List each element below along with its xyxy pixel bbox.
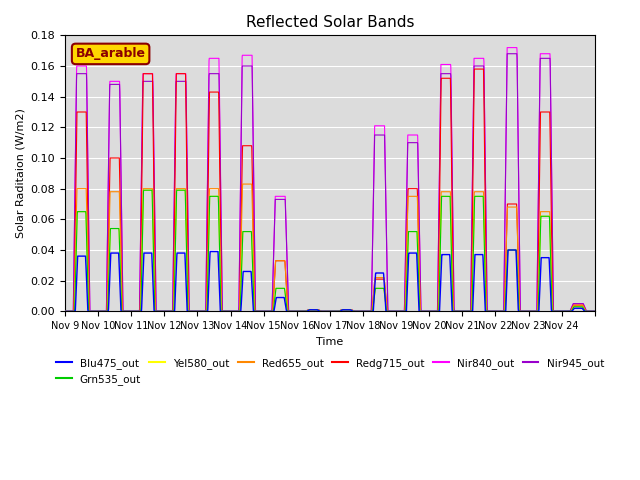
Text: BA_arable: BA_arable [76,48,146,60]
Title: Reflected Solar Bands: Reflected Solar Bands [246,15,414,30]
Y-axis label: Solar Raditaion (W/m2): Solar Raditaion (W/m2) [15,108,25,238]
Legend: Blu475_out, Grn535_out, Yel580_out, Red655_out, Redg715_out, Nir840_out, Nir945_: Blu475_out, Grn535_out, Yel580_out, Red6… [52,354,608,389]
X-axis label: Time: Time [316,336,344,347]
